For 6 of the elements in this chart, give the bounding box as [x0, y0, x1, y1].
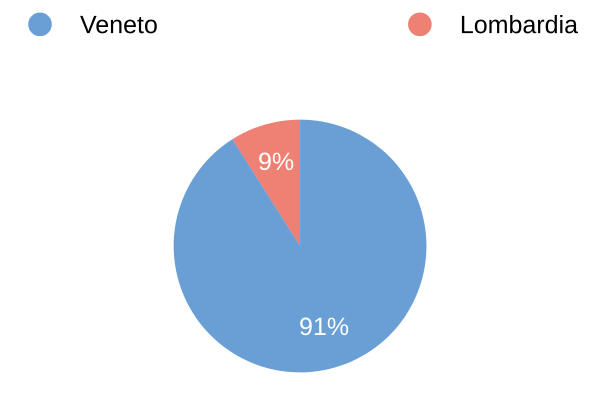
data-label: 9%: [259, 152, 294, 170]
pie-slice: [232, 120, 300, 246]
legend-label: Veneto: [80, 16, 157, 34]
pie-slice: [174, 120, 426, 372]
data-label: 91%: [300, 318, 348, 336]
legend-label: Lombardia: [462, 15, 578, 34]
